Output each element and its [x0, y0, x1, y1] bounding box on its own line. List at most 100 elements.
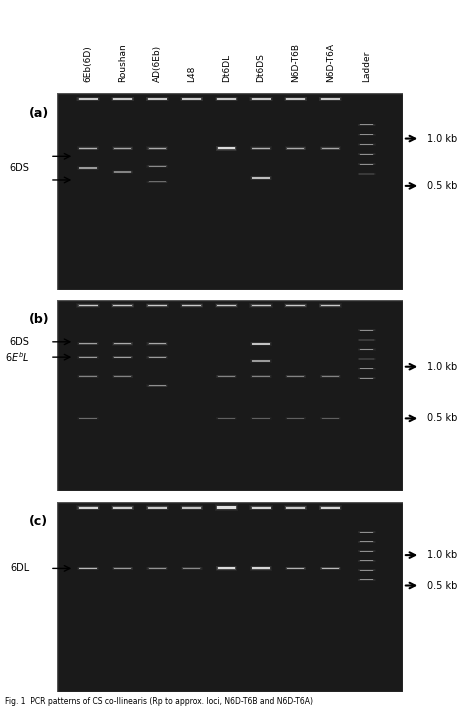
Bar — [357, 531, 375, 533]
Bar — [358, 134, 375, 136]
Bar — [77, 98, 99, 101]
Bar — [285, 146, 306, 151]
Bar — [319, 146, 341, 151]
Bar — [252, 567, 270, 570]
Bar — [252, 343, 270, 345]
Bar — [285, 506, 306, 509]
Bar — [215, 303, 238, 308]
Bar — [319, 505, 341, 510]
Text: Ladder: Ladder — [362, 51, 371, 82]
Bar — [359, 378, 374, 379]
Bar — [79, 507, 98, 508]
Bar — [182, 305, 201, 306]
Bar — [360, 349, 374, 350]
Bar — [218, 567, 235, 569]
Bar — [251, 342, 271, 346]
Bar — [251, 176, 271, 180]
Bar — [217, 376, 236, 377]
Bar — [251, 566, 271, 571]
Bar — [182, 506, 202, 509]
Text: (b): (b) — [29, 313, 50, 326]
Bar — [112, 342, 133, 346]
Bar — [286, 567, 306, 570]
Bar — [285, 98, 307, 101]
Bar — [112, 505, 134, 510]
Bar — [360, 358, 374, 359]
Bar — [286, 375, 306, 378]
Bar — [113, 147, 132, 150]
Bar — [146, 97, 169, 101]
Bar — [113, 507, 132, 508]
Bar — [148, 98, 167, 100]
Bar — [112, 356, 133, 358]
Bar — [252, 376, 270, 377]
Bar — [251, 147, 271, 150]
Bar — [358, 368, 375, 369]
Bar — [320, 417, 340, 419]
Bar — [251, 375, 271, 378]
Bar — [320, 304, 340, 307]
Bar — [113, 343, 132, 345]
Bar — [182, 98, 201, 100]
Bar — [180, 97, 203, 101]
Bar — [215, 504, 238, 511]
Bar — [79, 147, 97, 150]
Bar — [359, 144, 374, 145]
Bar — [320, 567, 340, 570]
Bar — [321, 418, 339, 419]
Bar — [357, 173, 375, 175]
Bar — [148, 568, 166, 569]
Bar — [146, 342, 168, 346]
Bar — [148, 343, 166, 345]
Bar — [286, 147, 305, 150]
Bar — [360, 579, 374, 580]
Bar — [359, 330, 374, 331]
Bar — [360, 340, 374, 341]
Bar — [114, 148, 131, 149]
Bar — [217, 417, 236, 419]
Bar — [147, 342, 167, 345]
Bar — [79, 567, 97, 569]
Bar — [358, 163, 375, 165]
Bar — [182, 98, 202, 100]
Text: 1.0 kb: 1.0 kb — [427, 361, 457, 371]
Bar — [181, 567, 202, 570]
Bar — [358, 579, 375, 581]
Bar — [113, 342, 133, 345]
Bar — [358, 377, 375, 379]
Bar — [217, 506, 236, 509]
Bar — [321, 567, 339, 569]
Bar — [286, 507, 305, 508]
Bar — [183, 568, 201, 569]
Bar — [78, 506, 98, 509]
Bar — [360, 330, 374, 331]
Bar — [319, 505, 342, 511]
Text: 0.5 kb: 0.5 kb — [427, 581, 457, 591]
Bar — [147, 304, 167, 307]
Bar — [358, 569, 375, 571]
Bar — [286, 98, 305, 100]
Bar — [147, 98, 167, 100]
Bar — [250, 375, 272, 378]
Bar — [249, 97, 273, 101]
Bar — [358, 153, 375, 155]
Bar — [146, 146, 168, 151]
Bar — [216, 566, 237, 571]
Bar — [78, 304, 98, 307]
Bar — [79, 356, 97, 358]
Bar — [147, 384, 167, 387]
Text: Fig. 1  PCR patterns of CS co-llinearis (Rp to approx. loci, N6D-T6B and N6D-T6A: Fig. 1 PCR patterns of CS co-llinearis (… — [5, 698, 313, 706]
Bar — [77, 505, 99, 510]
Bar — [112, 98, 133, 100]
Bar — [358, 143, 375, 146]
Bar — [358, 339, 375, 341]
Bar — [252, 567, 270, 569]
Bar — [216, 98, 237, 101]
Bar — [148, 147, 166, 150]
Bar — [287, 568, 304, 569]
Bar — [251, 98, 271, 100]
Bar — [357, 579, 375, 581]
Bar — [148, 567, 166, 569]
Bar — [112, 98, 134, 101]
Bar — [252, 305, 271, 306]
